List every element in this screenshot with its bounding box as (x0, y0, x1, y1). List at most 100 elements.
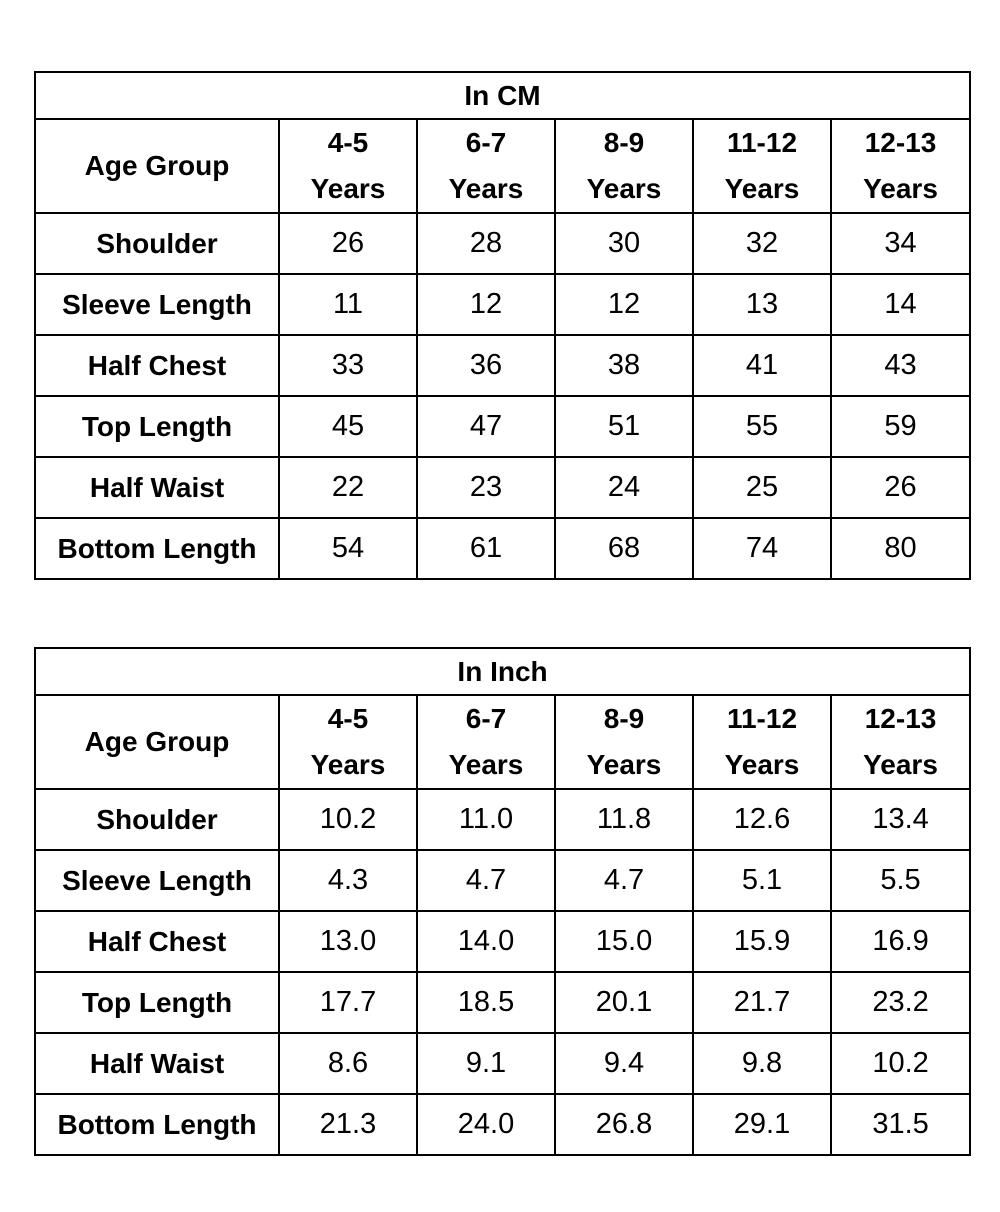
row-label: Bottom Length (34, 517, 280, 580)
column-header: 8-9 Years (554, 118, 694, 214)
table-cell: 26.8 (554, 1093, 694, 1156)
age-unit: Years (448, 749, 524, 780)
table-cell: 18.5 (416, 971, 556, 1034)
table-cell: 4.3 (278, 849, 418, 912)
table-cell: 55 (692, 395, 832, 458)
age-unit: Years (310, 173, 386, 204)
table-cell: 23.2 (829, 971, 972, 1034)
table-title: In CM (33, 71, 972, 120)
age-unit: Years (863, 749, 938, 780)
age-range: 4-5 (327, 127, 369, 158)
table-cell: 12 (416, 273, 556, 336)
table-title-row: In Inch (33, 647, 972, 696)
row-label: Half Chest (34, 334, 280, 397)
table-row: Half Waist 22 23 24 25 26 (34, 456, 972, 519)
table-title-row: In CM (33, 71, 972, 120)
table-cell: 32 (692, 212, 832, 275)
age-range: 12-13 (864, 703, 937, 734)
table-cell: 15.9 (692, 910, 832, 973)
column-header: 12-13 Years (829, 118, 972, 214)
table-cell: 31.5 (829, 1093, 972, 1156)
table-title: In Inch (33, 647, 972, 696)
age-range: 6-7 (465, 127, 507, 158)
age-group-header: Age Group (34, 694, 280, 790)
row-label: Shoulder (34, 788, 280, 851)
row-label: Shoulder (34, 212, 280, 275)
table-cell: 14.0 (416, 910, 556, 973)
table-row: Sleeve Length 11 12 12 13 14 (34, 273, 972, 336)
age-range: 4-5 (327, 703, 369, 734)
column-header: 11-12 Years (692, 118, 832, 214)
table-cell: 43 (829, 334, 972, 397)
table-row: Sleeve Length 4.3 4.7 4.7 5.1 5.5 (34, 849, 972, 912)
table-cell: 9.1 (416, 1032, 556, 1095)
table-cell: 16.9 (829, 910, 972, 973)
row-label: Bottom Length (34, 1093, 280, 1156)
age-range: 11-12 (726, 703, 798, 734)
age-range: 8-9 (603, 127, 645, 158)
age-range: 12-13 (864, 127, 937, 158)
table-row: Shoulder 10.2 11.0 11.8 12.6 13.4 (34, 788, 972, 851)
column-header: 8-9 Years (554, 694, 694, 790)
table-cell: 23 (416, 456, 556, 519)
row-label: Top Length (34, 395, 280, 458)
table-cell: 13 (692, 273, 832, 336)
table-cell: 20.1 (554, 971, 694, 1034)
table-cell: 10.2 (829, 1032, 972, 1095)
table-cell: 33 (278, 334, 418, 397)
table-cell: 4.7 (554, 849, 694, 912)
table-header-row: Age Group 4-5 Years 6-7 Years 8-9 Years 11-… (34, 118, 972, 214)
column-header: 6-7 Years (416, 694, 556, 790)
table-row: Top Length 17.7 18.5 20.1 21.7 23.2 (34, 971, 972, 1034)
table-cell: 61 (416, 517, 556, 580)
row-label: Sleeve Length (34, 273, 280, 336)
age-range: 8-9 (603, 703, 645, 734)
table-cell: 21.3 (278, 1093, 418, 1156)
table-cell: 26 (278, 212, 418, 275)
age-unit: Years (724, 173, 800, 204)
table-cell: 51 (554, 395, 694, 458)
table-cell: 34 (829, 212, 972, 275)
age-range: 6-7 (465, 703, 507, 734)
table-cell: 14 (829, 273, 972, 336)
column-header: 4-5 Years (278, 694, 418, 790)
row-label: Sleeve Length (34, 849, 280, 912)
table-cell: 11.8 (554, 788, 694, 851)
table-cell: 24 (554, 456, 694, 519)
table-cell: 9.8 (692, 1032, 832, 1095)
table-cell: 15.0 (554, 910, 694, 973)
table-cell: 13.0 (278, 910, 418, 973)
table-header-row: Age Group 4-5 Years 6-7 Years 8-9 Years 11-… (34, 694, 972, 790)
table-row: Bottom Length 21.3 24.0 26.8 29.1 31.5 (34, 1093, 972, 1156)
table-cell: 24.0 (416, 1093, 556, 1156)
table-row: Shoulder 26 28 30 32 34 (34, 212, 972, 275)
age-range: 11-12 (726, 127, 798, 158)
table-cell: 30 (554, 212, 694, 275)
table-cell: 36 (416, 334, 556, 397)
table-cell: 29.1 (692, 1093, 832, 1156)
table-cell: 5.1 (692, 849, 832, 912)
row-label: Top Length (34, 971, 280, 1034)
table-cell: 11 (278, 273, 418, 336)
age-unit: Years (448, 173, 524, 204)
table-cell: 80 (829, 517, 972, 580)
table-cell: 12.6 (692, 788, 832, 851)
table-cell: 45 (278, 395, 418, 458)
table-cell: 10.2 (278, 788, 418, 851)
table-cell: 25 (692, 456, 832, 519)
table-cell: 12 (554, 273, 694, 336)
table-row: Half Chest 33 36 38 41 43 (34, 334, 972, 397)
table-cell: 47 (416, 395, 556, 458)
table-cell: 74 (692, 517, 832, 580)
row-label: Half Waist (34, 456, 280, 519)
table-cell: 38 (554, 334, 694, 397)
row-label: Half Chest (34, 910, 280, 973)
table-row: Half Chest 13.0 14.0 15.0 15.9 16.9 (34, 910, 972, 973)
column-header: 12-13 Years (829, 694, 972, 790)
column-header: 11-12 Years (692, 694, 832, 790)
size-table-inch: In Inch Age Group 4-5 Years 6-7 Years 8-9 Y… (33, 647, 972, 1156)
age-unit: Years (586, 173, 662, 204)
column-header: 6-7 Years (416, 118, 556, 214)
column-header: 4-5 Years (278, 118, 418, 214)
table-cell: 22 (278, 456, 418, 519)
